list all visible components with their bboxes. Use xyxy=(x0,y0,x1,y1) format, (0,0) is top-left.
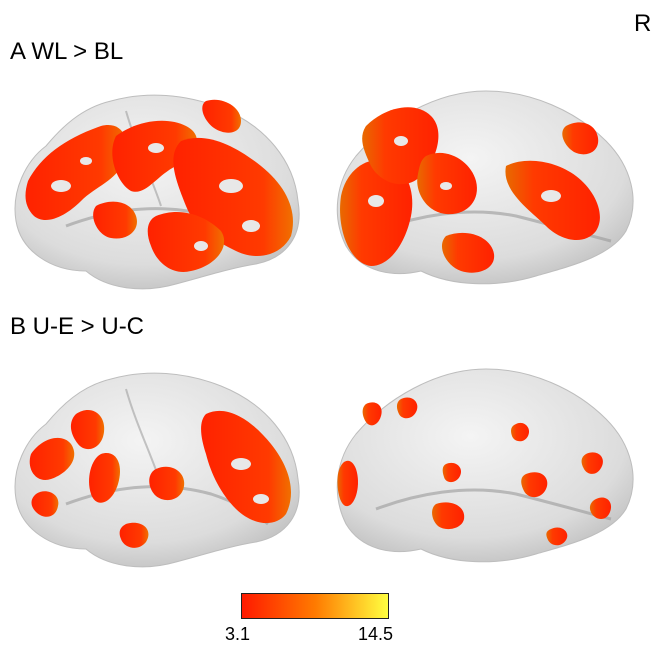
panel-b-label: B U-E > U-C xyxy=(10,313,145,340)
cortex-gaps xyxy=(231,458,269,504)
colorbar xyxy=(241,593,389,619)
panel-a-label: A WL > BL xyxy=(10,38,124,65)
brain-a-left-hemisphere xyxy=(14,94,300,290)
brain-b-right-hemisphere xyxy=(336,368,634,563)
sulcus xyxy=(375,488,612,521)
brain-a-right-hemisphere xyxy=(336,90,634,285)
hemisphere-label: R xyxy=(634,10,652,37)
brain-b-left-hemisphere xyxy=(14,372,300,568)
activation-map xyxy=(25,99,293,272)
colorbar-max-label: 14.5 xyxy=(358,624,394,644)
cortex-surface xyxy=(336,368,634,563)
activation-map xyxy=(337,397,612,546)
cortex-gaps xyxy=(51,143,260,251)
cortex-gaps xyxy=(368,136,561,207)
colorbar-min-label: 3.1 xyxy=(225,624,251,644)
